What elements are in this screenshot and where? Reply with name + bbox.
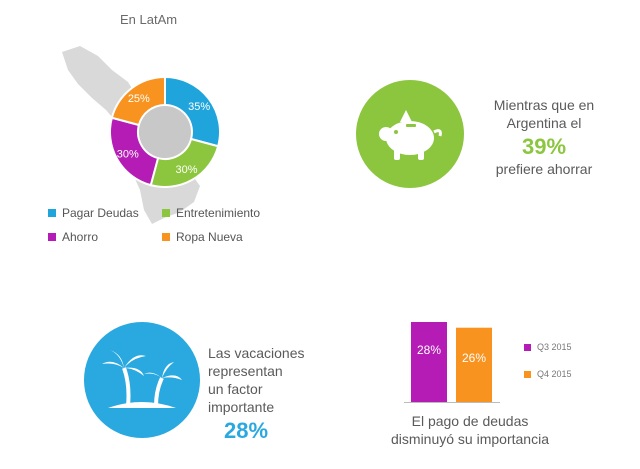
legend-swatch	[48, 233, 56, 241]
argentina-stat: 39%	[521, 134, 567, 159]
vacaciones-text: Las vacaciones representan un factor imp…	[208, 344, 328, 443]
debt-bar-chart	[404, 322, 500, 403]
legend-label: Q4 2015	[537, 369, 572, 379]
donut-slice-label: 35%	[188, 101, 210, 113]
palm-tree-icon	[102, 350, 182, 408]
donut-slice-label: 25%	[128, 93, 150, 105]
bar-q3-2015	[411, 322, 447, 402]
legend-swatch	[48, 209, 56, 217]
chart-title: En LatAm	[120, 12, 178, 27]
bar-label-q4: 26%	[461, 351, 487, 365]
argentina-line2: Argentina el	[506, 115, 582, 131]
bar-legend-q4: Q4 2015	[524, 369, 572, 379]
legend-label: Ahorro	[62, 230, 99, 244]
argentina-text: Mientras que en Argentina el 39% prefier…	[474, 96, 614, 178]
vacaciones-line2: representan	[208, 363, 283, 379]
legend-label: Entretenimiento	[176, 206, 261, 220]
legend-label: Ropa Nueva	[176, 230, 243, 244]
donut-slice-pagar-deudas	[164, 75, 221, 148]
legend-label: Pagar Deudas	[62, 206, 139, 220]
legend-ropa-nueva: Ropa Nueva	[162, 230, 243, 244]
vacaciones-stat: 28%	[224, 418, 269, 443]
vacaciones-line3: un factor	[208, 381, 263, 397]
donut-slice-label: 30%	[175, 164, 197, 176]
legend-label: Q3 2015	[537, 342, 572, 352]
legend-swatch	[524, 343, 531, 351]
donut-hole	[139, 106, 191, 158]
bar-caption: El pago de deudas disminuyó su importanc…	[380, 412, 560, 448]
legend-swatch	[524, 370, 531, 378]
vacaciones-circle	[84, 322, 200, 438]
bar-label-q3: 28%	[416, 343, 442, 357]
legend-ahorro: Ahorro	[48, 230, 98, 244]
legend-entretenimiento: Entretenimiento	[162, 206, 260, 220]
bar-caption-line2: disminuyó su importancia	[391, 431, 549, 447]
bar-caption-line1: El pago de deudas	[411, 413, 529, 429]
vacaciones-line1: Las vacaciones	[208, 345, 305, 361]
piggy-bank-icon	[379, 110, 442, 160]
argentina-line1: Mientras que en	[493, 97, 595, 113]
bar-q4-2015	[456, 327, 492, 402]
legend-pagar-deudas: Pagar Deudas	[48, 206, 139, 220]
legend-swatch	[162, 233, 170, 241]
latam-donut-chart: 35% 30% 30% 25%	[62, 46, 221, 224]
donut-slice-ropa-nueva	[110, 75, 166, 127]
legend-swatch	[162, 209, 170, 217]
argentina-circle	[356, 80, 464, 188]
bar-legend-q3: Q3 2015	[524, 342, 572, 352]
donut-slice-label: 30%	[117, 149, 139, 161]
argentina-line3: prefiere ahorrar	[495, 161, 593, 177]
vacaciones-line4: importante	[208, 399, 275, 415]
